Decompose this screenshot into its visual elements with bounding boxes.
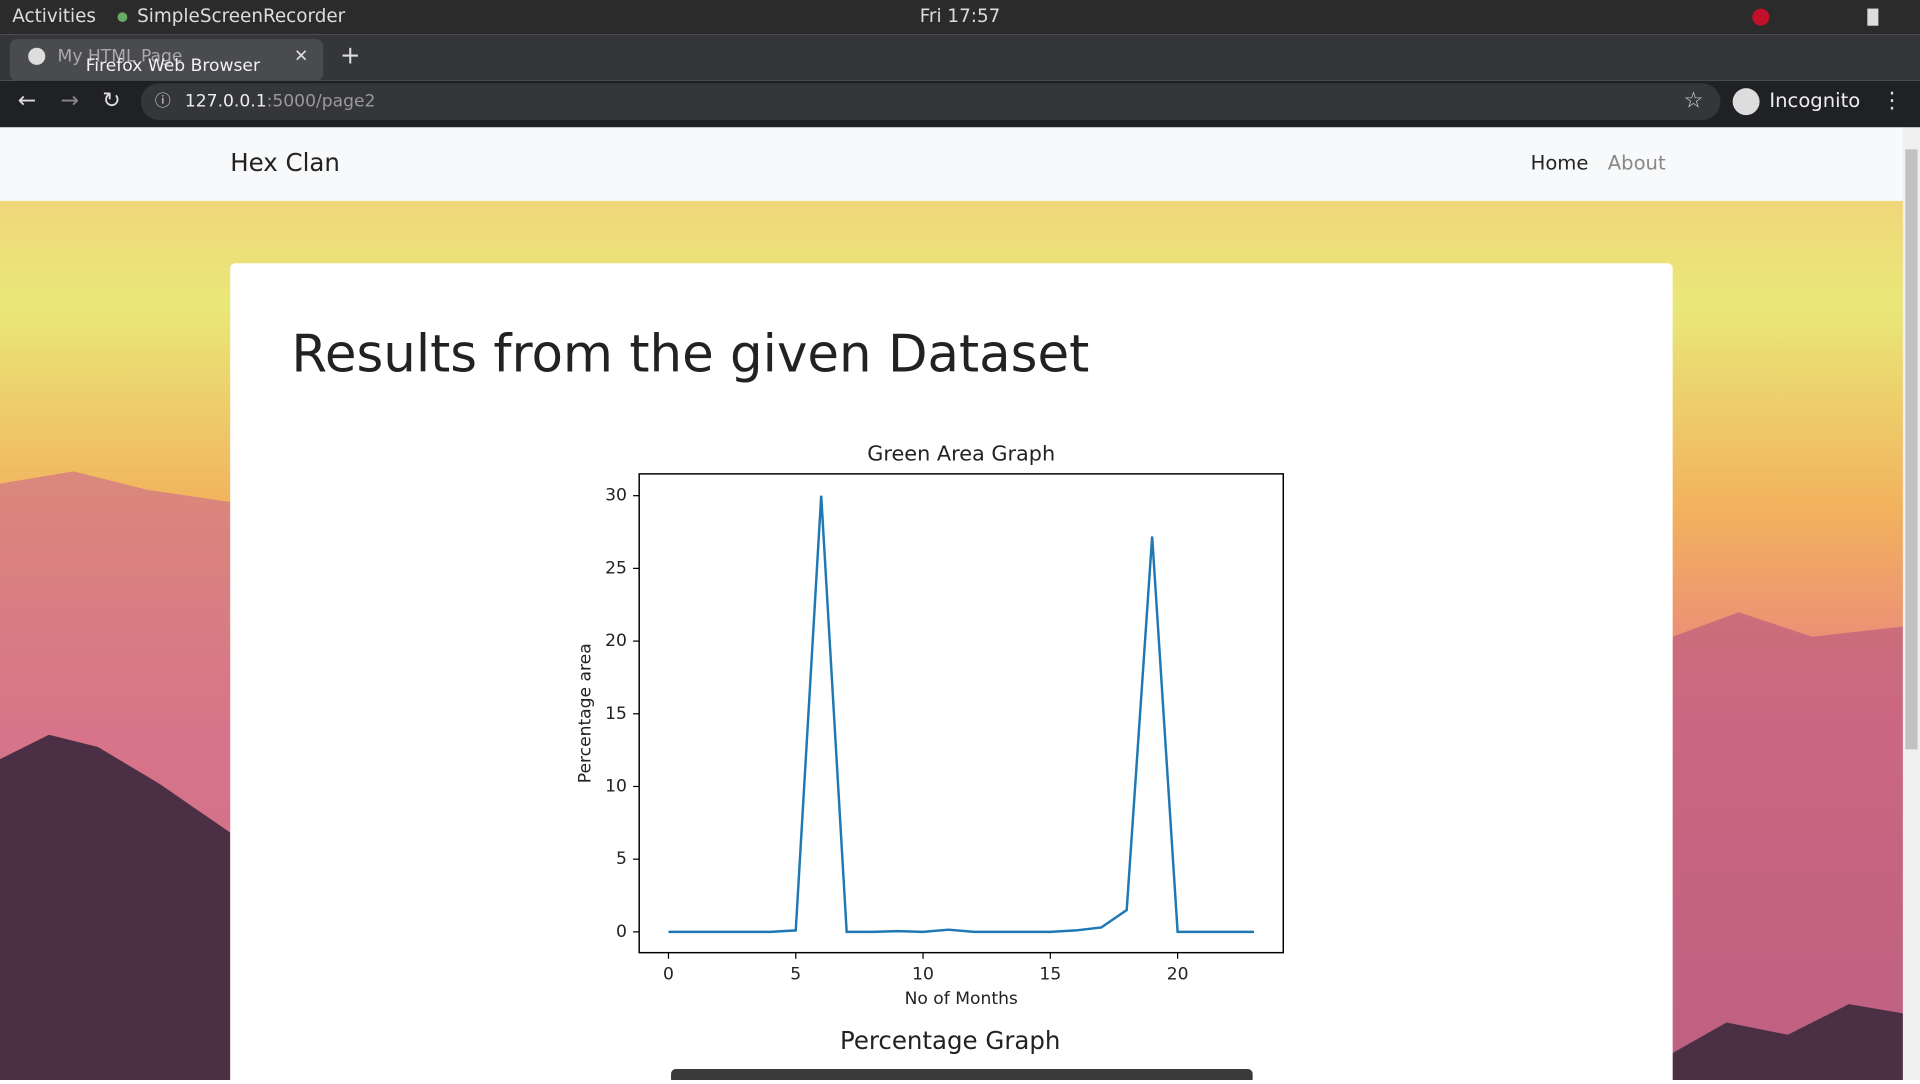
url-host: 127.0.0.1	[185, 92, 267, 112]
tab-close[interactable]: ✕	[294, 46, 308, 66]
x-tick-label: 15	[1039, 965, 1061, 985]
bookmark-star[interactable]: ☆	[1684, 89, 1704, 114]
url[interactable]: 127.0.0.1:5000/page2	[185, 92, 376, 112]
x-tick-label: 20	[1167, 965, 1189, 985]
incognito-label[interactable]: Incognito	[1769, 89, 1860, 112]
battery-icon[interactable]	[1867, 8, 1879, 26]
y-tick-label: 25	[605, 558, 627, 578]
plot-frame	[638, 473, 1284, 954]
system-bar	[0, 0, 1920, 35]
y-tick-label: 0	[616, 922, 627, 942]
x-tick-label: 0	[663, 965, 674, 985]
chart-title: Green Area Graph	[867, 441, 1055, 465]
tab-title[interactable]: My HTML Page	[58, 46, 183, 66]
data-line	[668, 495, 1254, 934]
tab[interactable]	[9, 39, 324, 81]
forward-button[interactable]: →	[61, 89, 79, 114]
new-tab[interactable]: +	[340, 40, 361, 69]
info-icon[interactable]: ⓘ	[155, 91, 171, 110]
x-axis-label: No of Months	[905, 989, 1018, 1009]
caption: Percentage Graph	[840, 1026, 1060, 1055]
nav-link[interactable]: Home	[1531, 152, 1589, 175]
mountain	[0, 734, 231, 1080]
x-tick-label: 10	[912, 965, 934, 985]
mountain	[1672, 1004, 1920, 1080]
app-menu[interactable]: SimpleScreenRecorder	[137, 6, 346, 27]
url-path: :5000/page2	[267, 92, 376, 112]
reload-button[interactable]: ↻	[102, 89, 120, 114]
record-icon[interactable]	[1752, 8, 1770, 26]
brand[interactable]: Hex Clan	[230, 148, 340, 177]
back-button[interactable]: ←	[18, 89, 36, 114]
scrollbar-thumb[interactable]	[1905, 149, 1918, 750]
heading: Results from the given Dataset	[291, 325, 1089, 385]
navbar	[0, 127, 1903, 201]
app-icon	[117, 12, 128, 23]
incognito-icon	[1732, 88, 1760, 116]
y-tick-label: 30	[605, 486, 627, 506]
mountain	[1672, 612, 1920, 1080]
y-axis-label: Percentage area	[575, 643, 595, 783]
y-tick-label: 10	[605, 776, 627, 796]
activities[interactable]: Activities	[12, 6, 96, 27]
chart: Green Area Graph No of Months Percentage a…	[575, 441, 1284, 1009]
tab-icon	[28, 47, 46, 65]
y-tick-label: 15	[605, 704, 627, 724]
menu-button[interactable]: ⋮	[1881, 89, 1903, 114]
clock[interactable]: Fri 17:57	[920, 6, 1001, 27]
address-bar[interactable]	[140, 83, 1721, 120]
y-tick-label: 5	[616, 849, 627, 869]
card	[230, 263, 1673, 1084]
nav-link[interactable]: About	[1608, 152, 1666, 175]
x-tick-label: 5	[790, 965, 801, 985]
y-tick-label: 20	[605, 631, 627, 651]
recorder-window[interactable]	[671, 1068, 1253, 1084]
tooltip: Firefox Web Browser	[86, 56, 261, 76]
